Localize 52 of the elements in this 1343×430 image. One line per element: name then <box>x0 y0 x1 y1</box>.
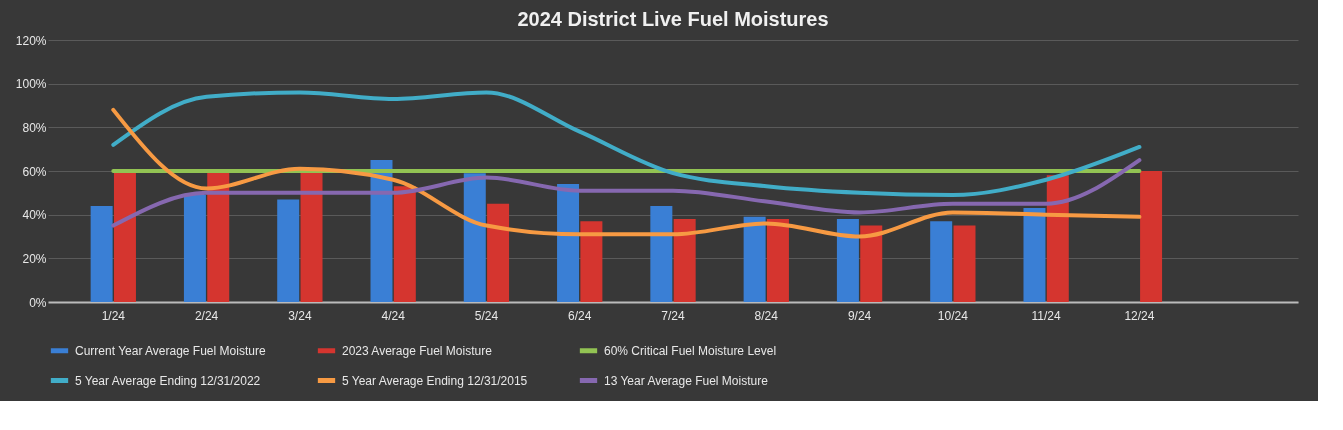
x-tick-label: 6/24 <box>568 308 592 323</box>
legend-label: 60% Critical Fuel Moisture Level <box>604 343 777 358</box>
bar <box>90 205 113 302</box>
x-tick-label: 10/24 <box>937 308 969 323</box>
bar <box>557 184 580 302</box>
bar <box>463 173 486 302</box>
chart-title: 2024 District Live Fuel Moistures <box>517 8 829 30</box>
bar <box>836 219 859 302</box>
line-series <box>111 158 1142 228</box>
bar <box>300 171 323 302</box>
bar <box>207 171 230 302</box>
bar <box>277 199 300 302</box>
bar <box>1140 171 1163 302</box>
line-series <box>111 90 1142 198</box>
x-tick-label: 12/24 <box>1124 308 1155 323</box>
legend-label: 2023 Average Fuel Moisture <box>342 343 493 358</box>
x-tick-label: 1/24 <box>101 308 126 323</box>
x-tick-label: 11/24 <box>1031 308 1062 323</box>
line-series <box>111 107 1142 239</box>
legend-label: Current Year Average Fuel Moisture <box>75 343 266 358</box>
bar <box>673 219 696 302</box>
bar <box>1046 175 1069 302</box>
bar <box>743 216 766 302</box>
y-tick-label: 0% <box>29 295 47 310</box>
y-tick-label: 100% <box>15 77 47 92</box>
bar <box>766 219 789 302</box>
bar <box>930 221 953 302</box>
bar <box>580 221 603 302</box>
bar <box>393 186 416 302</box>
x-tick-label: 5/24 <box>474 308 499 323</box>
bar <box>860 225 883 302</box>
y-tick-label: 80% <box>22 120 47 135</box>
y-tick-label: 20% <box>22 251 47 266</box>
x-tick-label: 2/24 <box>194 308 219 323</box>
bar <box>650 205 673 302</box>
bar <box>370 160 393 302</box>
bar <box>113 171 136 302</box>
x-tick-label: 9/24 <box>847 308 872 323</box>
y-tick-label: 120% <box>15 33 47 48</box>
x-tick-label: 4/24 <box>381 308 406 323</box>
x-tick-label: 7/24 <box>661 308 685 323</box>
legend-label: 13 Year Average Fuel Moisture <box>604 373 769 388</box>
y-tick-label: 60% <box>22 164 47 179</box>
legend-label: 5 Year Average Ending 12/31/2015 <box>342 373 528 388</box>
bar <box>1023 208 1046 302</box>
bar <box>953 225 976 302</box>
y-tick-label: 40% <box>22 208 47 223</box>
bar <box>183 195 206 302</box>
x-tick-label: 3/24 <box>288 308 312 323</box>
legend-label: 5 Year Average Ending 12/31/2022 <box>75 373 261 388</box>
bar <box>487 203 510 302</box>
x-tick-label: 8/24 <box>754 308 779 323</box>
